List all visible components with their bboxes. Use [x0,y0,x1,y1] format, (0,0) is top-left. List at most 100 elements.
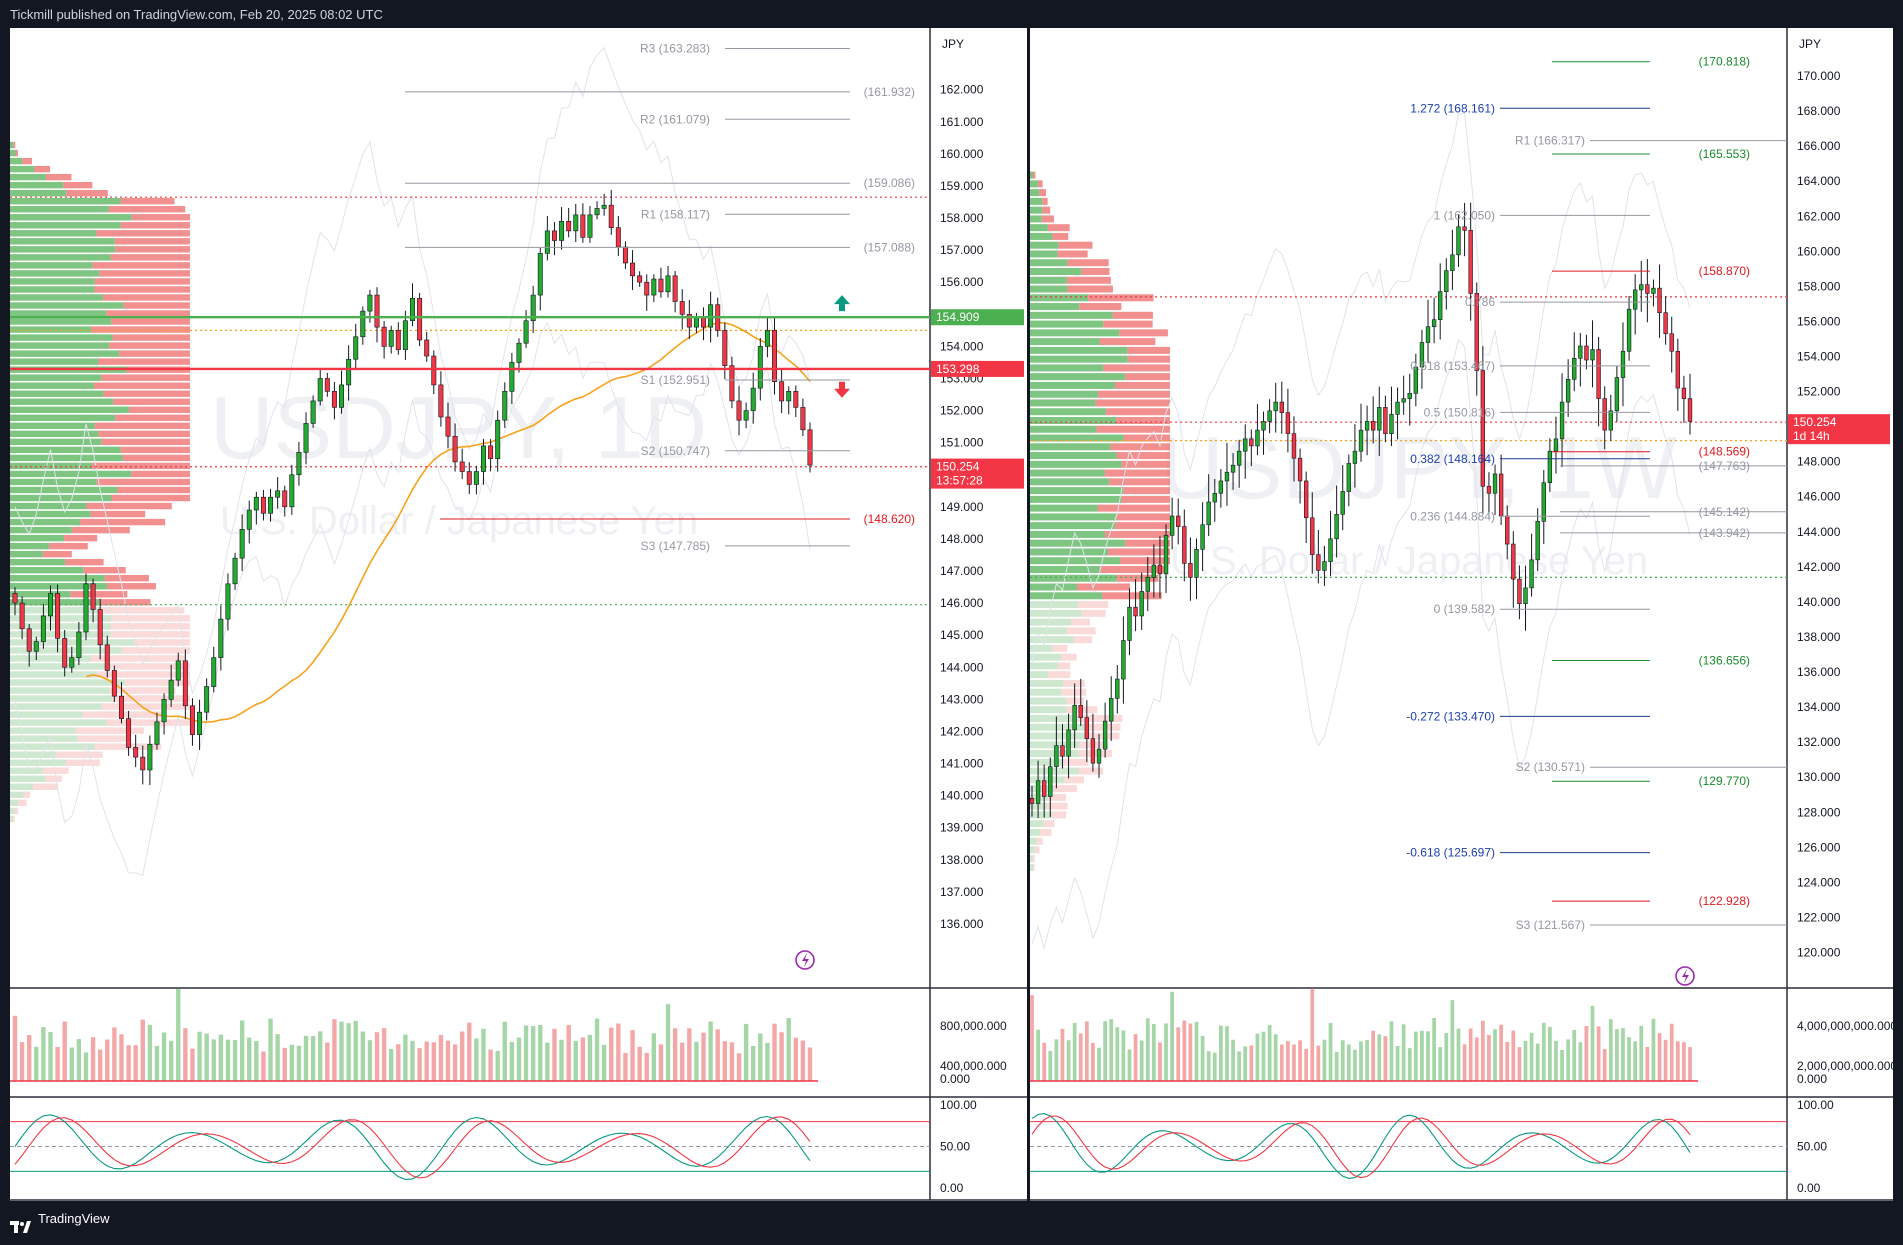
volume-bar [1377,1034,1382,1081]
bollinger-upper [1031,112,1691,664]
volume-profile-bar [10,486,118,494]
volume-profile-bar [1078,601,1109,609]
volume-bar [90,1037,96,1081]
volume-bar [1048,1050,1053,1081]
volume-profile-bar [1030,688,1062,696]
price-tick-label: 162.000 [1797,209,1841,223]
candle-body [175,660,181,681]
candle-body [367,294,373,312]
candle-body [1444,270,1449,292]
volume-profile-bar [1030,723,1090,731]
candle-body [296,451,302,476]
volume-bar [1279,1044,1284,1081]
price-tick-label: 146.000 [940,596,984,610]
level-label: (165.553) [1699,147,1750,161]
volume-bar [474,1038,479,1081]
candle-body [1608,410,1613,431]
candle-body [1230,464,1236,473]
volume-bar [1444,1032,1449,1081]
volume-bar [1103,1021,1107,1081]
volume-profile-bar [10,390,104,397]
volume-bar [445,1040,451,1081]
volume-profile-bar [1057,250,1088,258]
level-label: 1.272 (168.161) [1410,101,1495,115]
volume-profile-bar [1030,224,1048,232]
price-tick-label: 151.000 [940,436,984,450]
daily-chart-svg[interactable]: JPY USDJPY, 1D U.S. Dollar / Japanese Yen R… [10,28,1027,1221]
candle-body [26,628,32,652]
volume-profile-bar [110,623,190,630]
volume-profile-bar [1030,487,1124,495]
volume-profile-bar [10,214,132,221]
volume-bar [1359,1041,1363,1081]
volume-bar [97,1049,103,1081]
volume-profile-bar [1116,452,1170,460]
candle-body [154,721,160,745]
price-tag-label: 153.298 [936,362,980,376]
volume-bar [1310,988,1315,1081]
chart-panel-daily[interactable]: JPY USDJPY, 1D U.S. Dollar / Japanese Yen R… [10,28,1027,1221]
candle-body [1236,450,1242,466]
volume-bar [204,1033,209,1081]
volume-bar [460,1031,465,1081]
volume-profile-bar [1097,504,1170,512]
candle-body [1352,450,1358,464]
bollinger-upper [14,46,811,695]
volume-profile-bar [120,198,175,205]
level-label: 0.382 (148.164) [1410,452,1495,466]
volume-profile-bar [10,695,113,702]
volume-profile-bar [1034,846,1040,854]
level-label: -0.618 (125.697) [1406,846,1495,860]
candle-body [502,391,508,421]
volume-profile-bar [13,141,16,149]
volume-profile-bar [111,615,190,622]
volume-profile-bar [1030,355,1128,363]
volume-profile-bar [1030,390,1099,398]
weekly-chart-svg[interactable]: JPY USDJPY, 1W U.S. Dollar / Japanese Yen (… [1029,28,1897,1221]
level-label: 0 (139.582) [1434,602,1495,616]
volume-profile-bar [10,446,121,454]
chart-panel-weekly[interactable]: JPY USDJPY, 1W U.S. Dollar / Japanese Yen (… [1029,28,1897,1221]
oscillator-d-line [14,1116,811,1179]
volume-profile-bar [10,510,91,518]
price-tick-label: 128.000 [1797,805,1841,819]
volume-bar [552,1028,557,1081]
alert-bolt-icon [802,953,809,967]
osc-tick-label: 100.00 [940,1098,977,1112]
level-label: (158.870) [1699,264,1750,278]
volume-profile-bar [1030,373,1126,381]
volume-profile-bar [10,470,132,478]
volume-profile-bar [34,165,51,173]
volume-profile-bar [46,173,72,181]
candle-body [289,474,295,508]
candle-body [1194,549,1199,578]
volume-profile-bar [1030,452,1117,460]
volume-bar [1194,1021,1199,1081]
volume-bar [488,1049,493,1081]
publish-header: Tickmill published on TradingView.com, F… [0,0,1903,30]
volume-bar [1627,1037,1631,1081]
candle-body [76,631,82,658]
volume-bar [1328,1023,1333,1081]
price-tick-label: 147.000 [940,564,984,578]
price-tick-label: 170.000 [1797,69,1841,83]
volume-profile-bar [1030,294,1089,302]
volume-profile-bar [14,807,19,815]
volume-bar [1420,1030,1424,1081]
price-tick-label: 141.000 [940,757,984,771]
volume-profile-bar [10,615,112,622]
volume-bar [1590,1005,1595,1081]
candle-body [1438,291,1443,320]
candle-body [1267,410,1272,422]
volume-profile-bar [10,238,115,245]
volume-profile-bar [10,398,114,405]
volume-bar [1286,1041,1290,1081]
candle-body [1151,564,1157,578]
candle-body [772,330,777,382]
volume-profile-bar [1030,469,1105,477]
candle-body [1377,407,1382,431]
candle-body [722,330,728,366]
volume-bar [1346,1044,1351,1081]
candle-body [253,496,259,511]
price-tick-label: 154.000 [1797,350,1841,364]
